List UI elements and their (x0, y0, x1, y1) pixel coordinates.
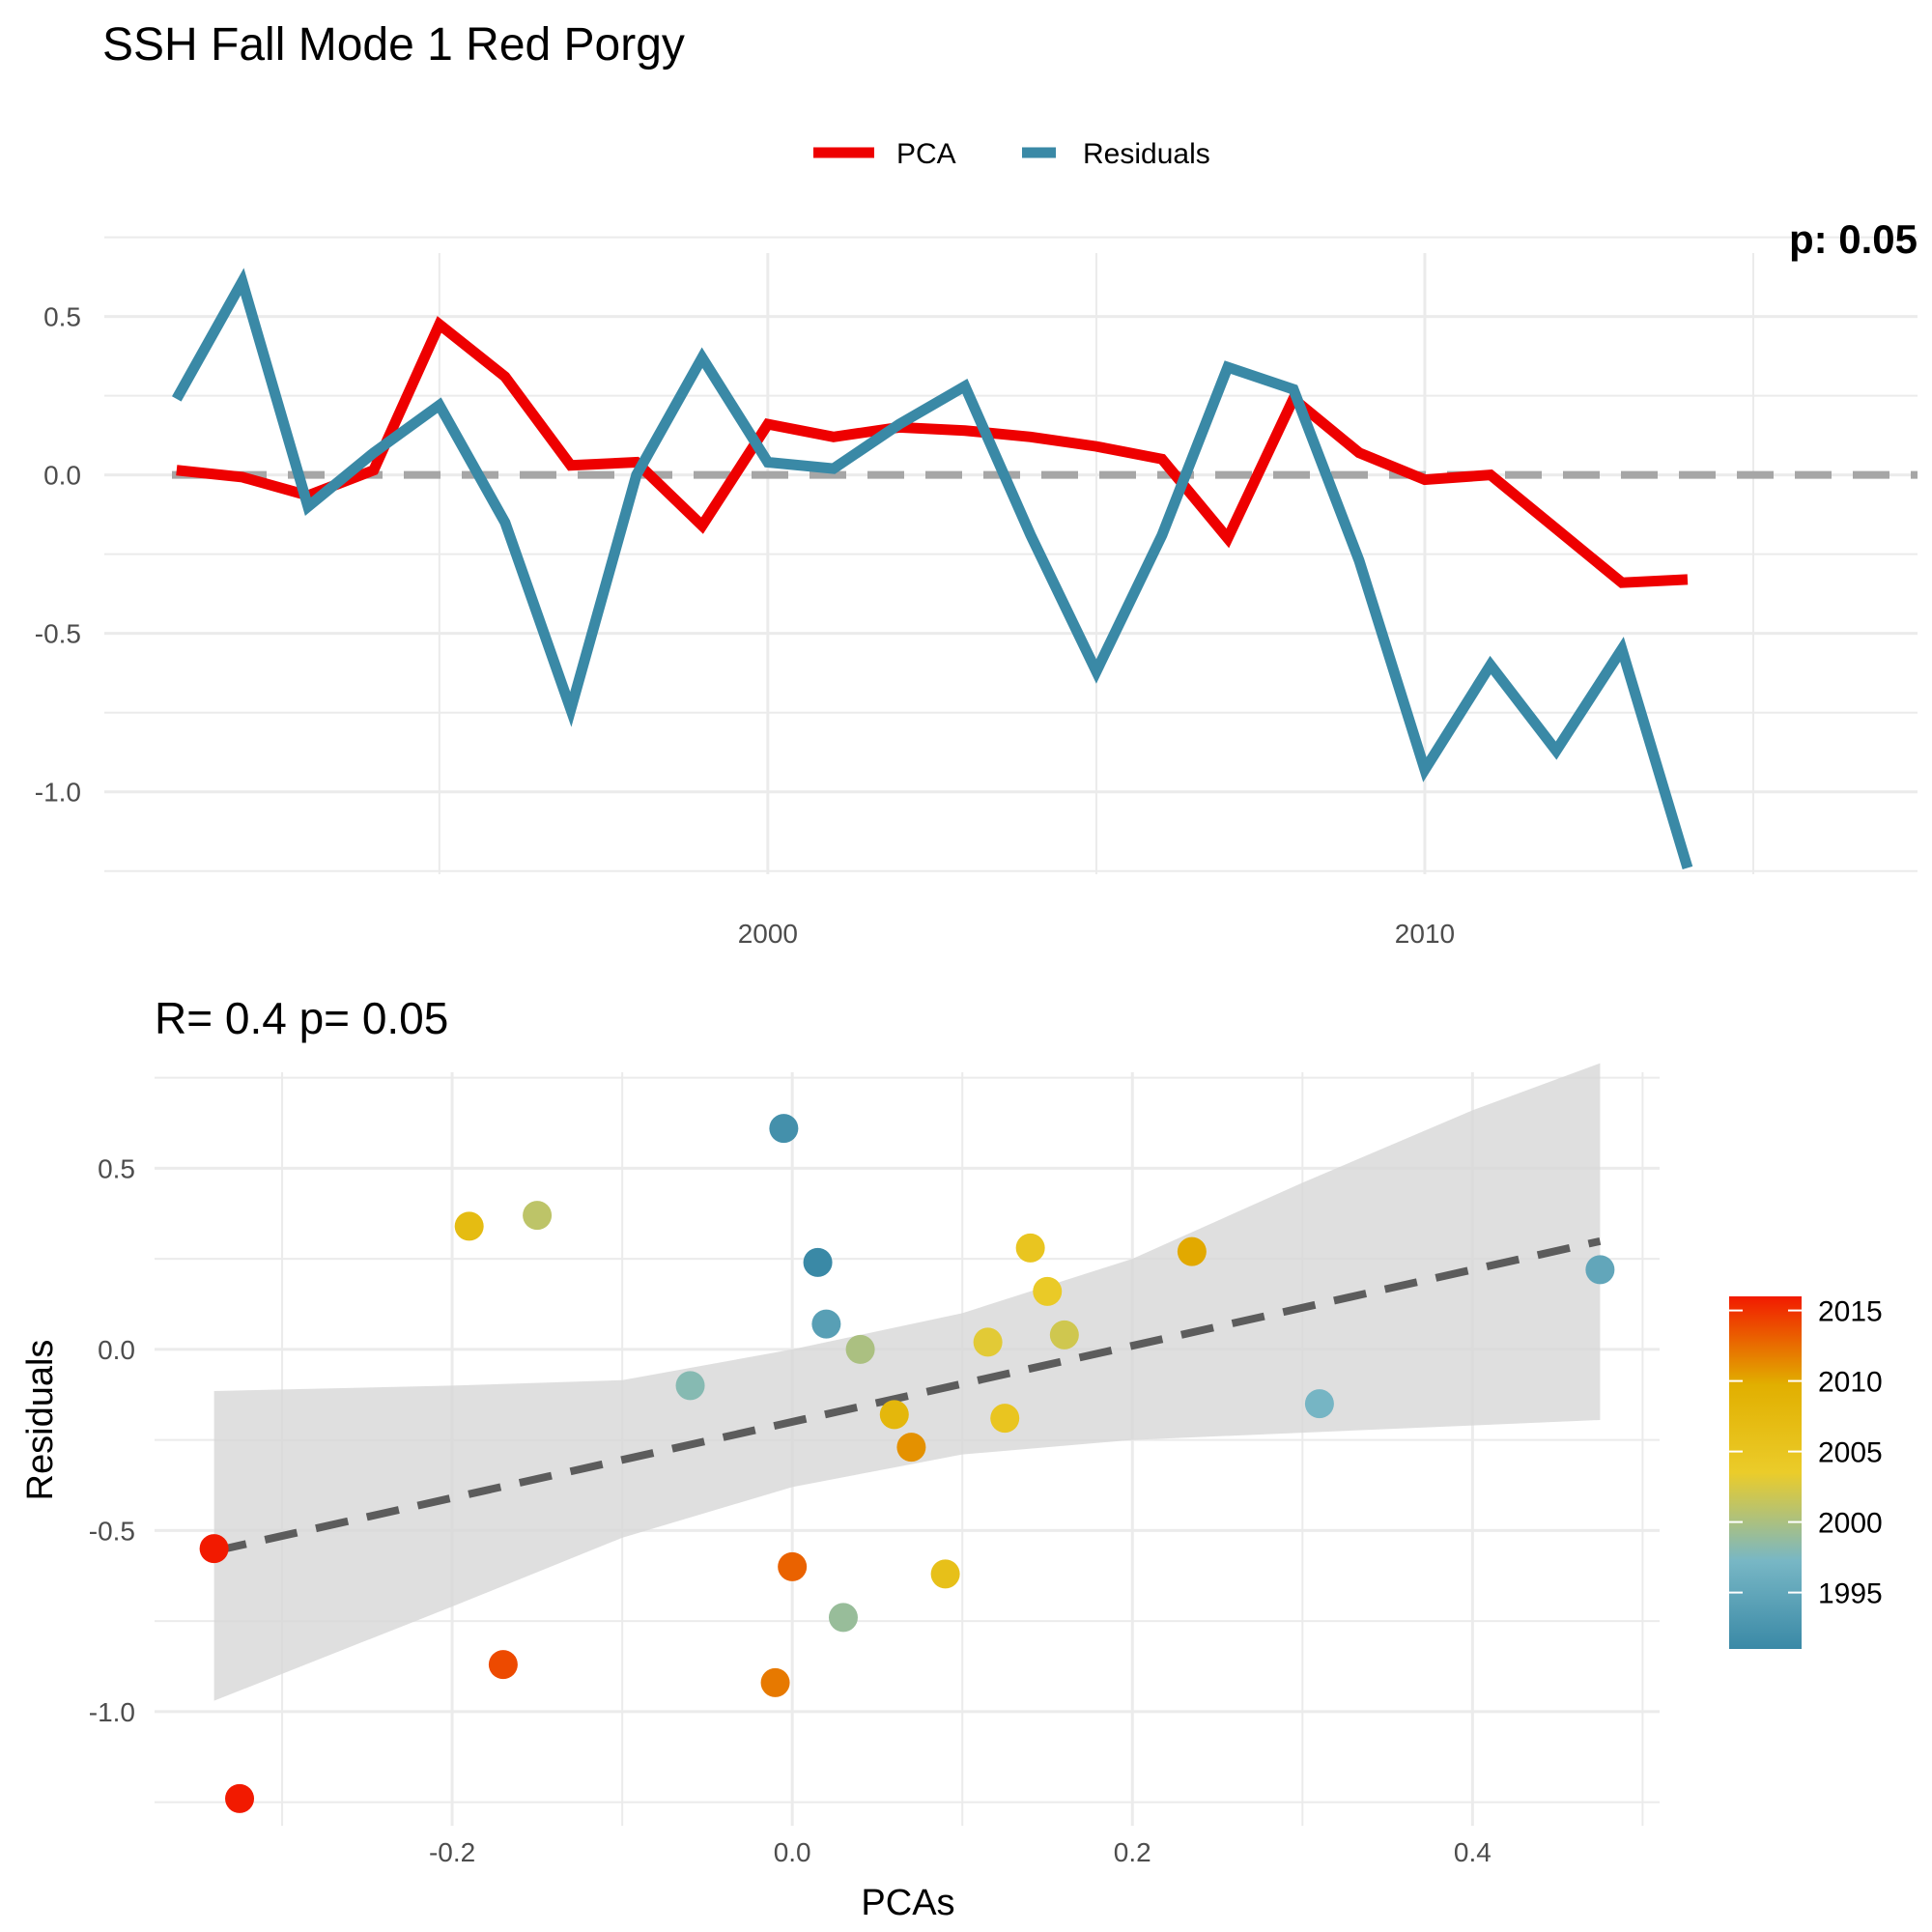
regression-line (213, 1236, 1602, 1555)
scatter-point (811, 1309, 841, 1339)
colorbar-tick-label: 1995 (1818, 1578, 1883, 1610)
series-line-residuals (172, 268, 1693, 870)
y-tick-label: -0.5 (35, 619, 81, 649)
scatter-point (769, 1114, 799, 1144)
axis-ticks: -0.2 0.0 0.2 0.4 0.5 0.0 -0.5 -1.0 (89, 1153, 1492, 1867)
scatter-point (803, 1247, 833, 1277)
legend-label-residuals: Residuals (1083, 138, 1210, 170)
colorbar (1729, 1296, 1802, 1649)
grid (104, 236, 1918, 874)
scatter-point (225, 1783, 255, 1813)
scatter-point (760, 1667, 790, 1697)
colorbar-tick-label: 2010 (1818, 1367, 1883, 1399)
x-tick-label: 0.4 (1454, 1837, 1492, 1867)
x-tick-label: 0.2 (1114, 1837, 1151, 1867)
confidence-band (213, 1063, 1601, 1701)
corner-label: p: 0.05 (1789, 216, 1918, 262)
colorbar-ticks: 2015 2010 2005 2000 1995 (1729, 1296, 1883, 1610)
scatter-point (1015, 1233, 1045, 1263)
scatter-point (454, 1211, 484, 1241)
y-tick-label: 0.0 (98, 1335, 135, 1365)
legend-label-pca: PCA (896, 138, 956, 170)
scatter-point (879, 1400, 909, 1430)
scatter-panel: R= 0.4 p= 0.05 -0.2 0.0 0.2 0.4 0.5 0.0 -0.5 -1… (20, 993, 1883, 1923)
colorbar-tick-label: 2015 (1818, 1296, 1883, 1328)
colorbar-legend: 2015 2010 2005 2000 1995 (1729, 1296, 1883, 1649)
scatter-points (199, 1114, 1615, 1813)
legend: PCA Residuals (813, 138, 1210, 170)
scatter-point (1304, 1389, 1334, 1419)
scatter-point (675, 1371, 705, 1401)
scatter-point (930, 1559, 960, 1589)
x-tick-label: 2000 (738, 919, 798, 949)
time-series-panel: PCA Residuals 2000 2010 0.5 0.0 -0.5 -1.0 p: … (35, 138, 1918, 949)
y-tick-label: -1.0 (89, 1697, 135, 1727)
scatter-point (1585, 1255, 1615, 1285)
scatter-point (199, 1534, 229, 1564)
scatter-point (845, 1334, 875, 1364)
figure-title: SSH Fall Mode 1 Red Porgy (102, 19, 685, 71)
y-tick-label: -1.0 (35, 778, 81, 808)
series-line-pca (176, 316, 1689, 588)
scatter-point (523, 1201, 553, 1231)
scatter-point (488, 1650, 518, 1680)
axis-ticks: 2000 2010 0.5 0.0 -0.5 -1.0 (35, 302, 1455, 949)
x-tick-label: 2010 (1395, 919, 1455, 949)
colorbar-tick-label: 2005 (1818, 1437, 1883, 1469)
scatter-point (1033, 1276, 1063, 1306)
scatter-point (1177, 1236, 1207, 1266)
scatter-point (990, 1404, 1020, 1434)
x-tick-label: 0.0 (774, 1837, 811, 1867)
x-tick-label: -0.2 (429, 1837, 475, 1867)
scatter-point (973, 1327, 1003, 1357)
scatter-point (896, 1433, 926, 1463)
scatter-point (1049, 1320, 1079, 1350)
y-axis-title: Residuals (20, 1340, 61, 1501)
scatter-point (778, 1551, 808, 1581)
y-tick-label: 0.0 (43, 461, 81, 491)
y-tick-label: 0.5 (43, 302, 81, 332)
scatter-title: R= 0.4 p= 0.05 (155, 993, 448, 1043)
scatter-point (828, 1603, 858, 1633)
colorbar-tick-label: 2000 (1818, 1508, 1883, 1540)
y-tick-label: -0.5 (89, 1516, 135, 1546)
x-axis-title: PCAs (861, 1883, 954, 1923)
y-tick-label: 0.5 (98, 1153, 135, 1183)
